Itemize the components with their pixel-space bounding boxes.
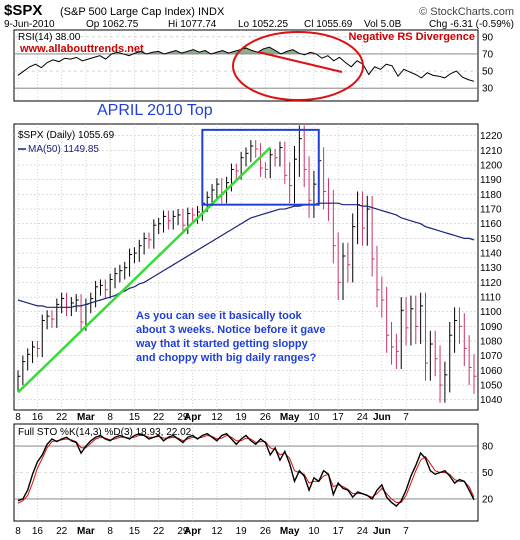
note-line-2: about 3 weeks. Notice before it gave [136, 324, 326, 336]
watermark: © StockCharts.com [419, 6, 514, 18]
stoch-tick-label: 80 [482, 442, 494, 453]
price-panel [13, 123, 479, 411]
rsi-tick-label: 50 [482, 67, 494, 78]
x-tick-label: 8 [107, 412, 113, 423]
site-url: www.allabouttrends.net [19, 43, 144, 55]
stoch-tick-label: 50 [482, 468, 494, 479]
price-tick-label: 1040 [480, 395, 503, 406]
x-tick-label: 15 [129, 526, 141, 537]
x-tick-label: 8 [15, 526, 21, 537]
price-tick-label: 1080 [480, 337, 503, 348]
header-volume: Vol 5.0B [364, 19, 402, 30]
rsi-legend: RSI(14) 38.00 [18, 32, 81, 43]
x-tick-label: 29 [177, 412, 189, 423]
x-tick-label: 17 [333, 412, 345, 423]
header-high: Hi 1077.74 [168, 19, 217, 30]
x-tick-label: 7 [403, 526, 409, 537]
x-tick-label: 12 [211, 526, 223, 537]
x-tick-label: 22 [56, 412, 68, 423]
x-tick-label: 19 [236, 412, 248, 423]
header-low: Lo 1052.25 [238, 19, 288, 30]
top-annotation: APRIL 2010 Top [97, 102, 213, 119]
divergence-ellipse [232, 31, 364, 101]
header-close: Cl 1055.69 [304, 19, 353, 30]
price-tick-label: 1200 [480, 161, 503, 172]
note-line-3: way that it started getting sloppy [135, 338, 309, 350]
price-tick-label: 1190 [480, 175, 502, 186]
price-tick-label: 1220 [480, 131, 503, 142]
x-tick-label: May [280, 412, 300, 423]
x-tick-label: Mar [77, 526, 95, 537]
price-tick-label: 1050 [480, 381, 503, 392]
x-tick-label: 24 [357, 412, 369, 423]
stoch-legend: Full STO %K(14,3) %D(3) 18.93, 22.02 [18, 427, 192, 438]
note-line-1: As you can see it basically took [136, 310, 303, 322]
x-tick-label: Jun [373, 412, 391, 423]
price-tick-label: 1070 [480, 351, 503, 362]
price-tick-label: 1210 [480, 146, 503, 157]
price-tick-label: 1140 [480, 249, 502, 260]
price-tick-label: 1170 [480, 205, 502, 216]
stoch-d-line [17, 434, 475, 504]
note-line-4: and choppy with big daily ranges? [136, 352, 317, 364]
x-tick-label: 15 [129, 412, 141, 423]
x-tick-label: 22 [153, 412, 165, 423]
x-tick-label: 22 [56, 526, 68, 537]
price-tick-label: 1150 [480, 234, 502, 245]
header-open: Op 1062.75 [86, 19, 139, 30]
price-tick-label: 1180 [480, 190, 502, 201]
x-tick-label: Apr [184, 526, 201, 537]
price-tick-label: 1110 [480, 293, 501, 304]
rsi-tick-label: 30 [482, 84, 494, 95]
price-tick-label: 1090 [480, 322, 503, 333]
index-name: (S&P 500 Large Cap Index) INDX [60, 6, 225, 18]
price-legend: $SPX (Daily) 1055.69 [18, 130, 115, 141]
x-tick-label: 19 [236, 526, 248, 537]
x-tick-label: 26 [260, 412, 272, 423]
divergence-line [257, 51, 343, 73]
x-tick-label: Apr [184, 412, 201, 423]
stoch-k-line [17, 432, 475, 507]
x-tick-label: 8 [15, 412, 21, 423]
ma50-line [17, 202, 475, 308]
stoch-tick-label: 20 [482, 494, 494, 505]
x-tick-label: 26 [260, 526, 272, 537]
ma-legend: MA(50) 1149.85 [28, 144, 99, 155]
rsi-overbought-fill [18, 47, 474, 54]
divergence-annotation: Negative RS Divergence [348, 31, 475, 43]
x-tick-label: 10 [308, 526, 320, 537]
price-tick-label: 1160 [480, 219, 502, 230]
x-tick-label: 24 [357, 526, 369, 537]
top-box [201, 128, 320, 206]
price-tick-label: 1100 [480, 307, 502, 318]
x-tick-label: 17 [333, 526, 345, 537]
x-tick-label: 7 [403, 412, 409, 423]
x-tick-label: 8 [107, 526, 113, 537]
x-tick-label: 22 [153, 526, 165, 537]
x-tick-label: 16 [32, 526, 44, 537]
x-tick-label: May [280, 526, 300, 537]
x-tick-label: Mar [77, 412, 95, 423]
symbol-label: $SPX [4, 2, 42, 19]
trendline [17, 146, 272, 394]
x-tick-label: 10 [308, 412, 320, 423]
x-tick-label: 16 [32, 412, 44, 423]
rsi-line [17, 46, 475, 82]
header-date: 9-Jun-2010 [4, 19, 55, 30]
price-tick-label: 1060 [480, 366, 503, 377]
price-tick-label: 1120 [480, 278, 502, 289]
header-change: Chg -6.31 (-0.59%) [429, 19, 514, 30]
rsi-tick-label: 90 [482, 32, 494, 43]
price-tick-label: 1130 [480, 263, 502, 274]
rsi-panel [13, 29, 479, 102]
rsi-tick-label: 70 [482, 49, 494, 60]
x-tick-label: 12 [211, 412, 223, 423]
x-tick-label: 29 [177, 526, 189, 537]
x-tick-label: Jun [373, 526, 391, 537]
